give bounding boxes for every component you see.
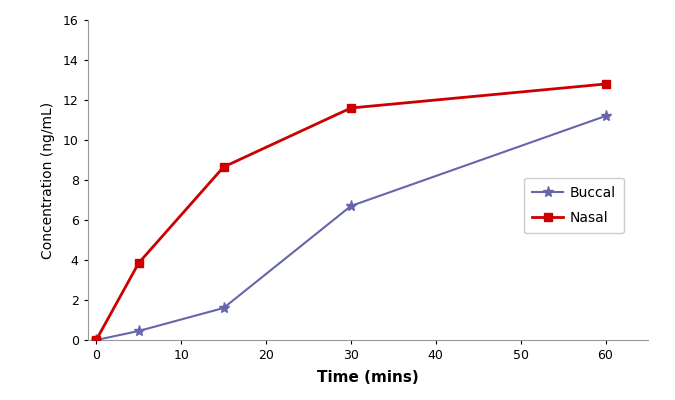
Buccal (601, 114, 610, 118)
Line: Nasal: Nasal (92, 80, 610, 344)
Line: Buccal: Buccal (90, 110, 611, 346)
Nasal (134, 261, 142, 266)
Legend: Buccal, Nasal: Buccal, Nasal (524, 178, 624, 234)
Buccal (134, 329, 142, 334)
Nasal (347, 106, 355, 110)
Nasal (92, 338, 101, 342)
Y-axis label: Concentration (ng/mL): Concentration (ng/mL) (40, 102, 55, 258)
Buccal (347, 204, 355, 208)
Buccal (219, 306, 227, 310)
Nasal (219, 165, 227, 170)
Buccal (92, 338, 101, 342)
Nasal (601, 82, 610, 86)
X-axis label: Time (mins): Time (mins) (317, 370, 418, 385)
